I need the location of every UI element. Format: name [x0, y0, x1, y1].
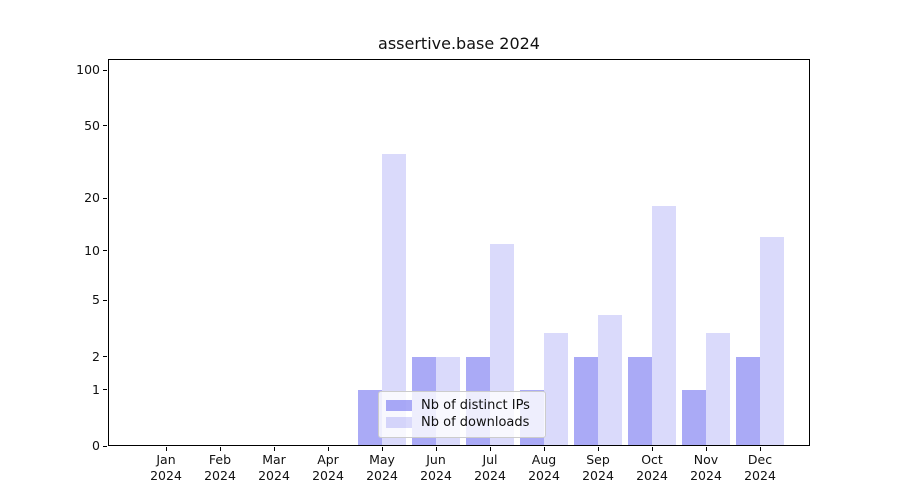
y-axis-tick	[103, 299, 107, 301]
y-axis-tick	[103, 250, 107, 252]
legend-label-distinct-ips: Nb of distinct IPs	[421, 398, 530, 413]
x-axis-tick	[489, 447, 491, 451]
y-axis-tick-label: 50	[84, 117, 100, 133]
x-axis-tick-label: May 2024	[366, 452, 398, 483]
bar-distinct-ips	[628, 356, 652, 445]
x-axis-tick	[273, 447, 275, 451]
x-axis-tick-label: Oct 2024	[636, 452, 668, 483]
y-axis-tick-label: 20	[84, 190, 100, 206]
y-axis-tick	[103, 197, 107, 199]
x-axis-tick-label: Aug 2024	[528, 452, 560, 483]
chart-title: assertive.base 2024	[378, 34, 540, 53]
legend: Nb of distinct IPs Nb of downloads	[378, 391, 546, 438]
x-axis-tick-label: Dec 2024	[744, 452, 776, 483]
x-axis-tick	[327, 447, 329, 451]
y-axis-tick	[103, 69, 107, 71]
bar-downloads	[760, 237, 784, 445]
y-axis-tick	[103, 389, 107, 391]
x-axis-tick	[759, 447, 761, 451]
y-axis-tick	[103, 356, 107, 358]
x-axis-tick	[597, 447, 599, 451]
y-axis-tick-label: 1	[92, 381, 100, 397]
x-axis-tick-label: Nov 2024	[690, 452, 722, 483]
x-axis-tick-label: Apr 2024	[312, 452, 344, 483]
x-axis-tick	[381, 447, 383, 451]
x-axis-tick-label: Mar 2024	[258, 452, 290, 483]
y-axis-tick-label: 5	[92, 292, 100, 308]
bar-distinct-ips	[736, 356, 760, 445]
x-axis-tick	[165, 447, 167, 451]
legend-row-downloads: Nb of downloads	[386, 414, 536, 431]
x-axis-tick	[651, 447, 653, 451]
bar-downloads	[652, 206, 676, 445]
legend-swatch-distinct-ips-icon	[386, 400, 412, 411]
bar-distinct-ips	[682, 389, 706, 445]
bar-distinct-ips	[574, 356, 598, 445]
x-axis-tick	[543, 447, 545, 451]
plot-area	[108, 59, 810, 446]
x-axis-tick	[219, 447, 221, 451]
y-axis-tick-label: 0	[92, 438, 100, 453]
x-axis-tick-label: Feb 2024	[204, 452, 236, 483]
y-axis-tick-label: 2	[92, 348, 100, 364]
x-axis-tick	[705, 447, 707, 451]
x-axis-tick	[435, 447, 437, 451]
legend-swatch-downloads-icon	[386, 417, 412, 428]
y-axis-tick-label: 100	[76, 62, 100, 78]
bar-downloads	[598, 314, 622, 445]
legend-row-distinct-ips: Nb of distinct IPs	[386, 397, 536, 414]
x-axis-tick-label: Jun 2024	[420, 452, 452, 483]
legend-label-downloads: Nb of downloads	[421, 415, 530, 430]
x-axis-tick-label: Sep 2024	[582, 452, 614, 483]
bar-downloads	[706, 333, 730, 445]
y-axis-tick	[103, 125, 107, 127]
x-axis-tick-label: Jul 2024	[474, 452, 506, 483]
x-axis-tick-label: Jan 2024	[150, 452, 182, 483]
y-axis-tick	[103, 445, 107, 447]
bar-downloads	[544, 333, 568, 445]
y-axis-tick-label: 10	[84, 242, 100, 258]
